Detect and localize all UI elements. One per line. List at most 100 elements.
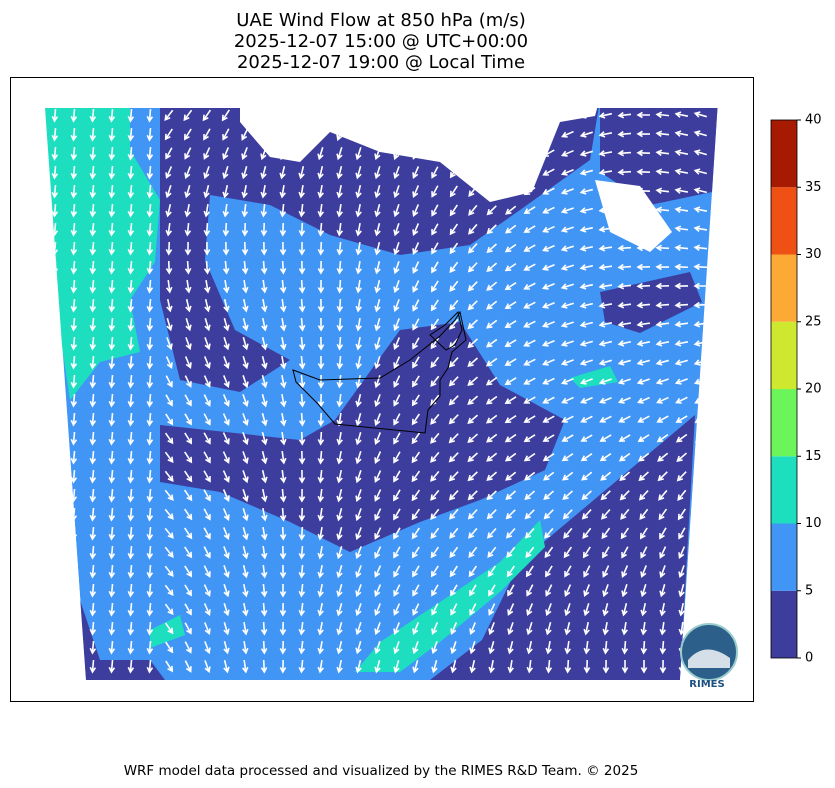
wind-arrow <box>242 659 249 674</box>
wind-arrow <box>317 602 324 617</box>
wind-arrow <box>507 584 515 597</box>
wind-arrow <box>659 621 667 636</box>
wind-arrow <box>619 490 630 501</box>
wind-arrow <box>336 128 343 142</box>
wind-arrow <box>580 453 593 462</box>
wind-arrow <box>70 336 78 351</box>
wind-arrow <box>223 546 230 560</box>
wind-arrow <box>203 565 211 578</box>
wind-arrow <box>505 490 517 501</box>
wind-arrow <box>317 507 324 522</box>
wind-arrow <box>617 225 632 233</box>
wind-arrow <box>336 165 343 180</box>
wind-arrow <box>580 434 593 442</box>
wind-arrow <box>467 319 478 330</box>
colorbar-bin <box>771 120 797 188</box>
wind-arrow <box>658 508 668 521</box>
wind-arrow <box>598 225 613 233</box>
wind-arrow <box>431 223 439 236</box>
wind-arrow <box>468 546 478 559</box>
wind-arrow <box>223 356 230 370</box>
wind-arrow <box>488 659 495 674</box>
wind-arrow <box>374 508 382 521</box>
wind-arrow <box>507 659 514 674</box>
wind-arrow <box>184 260 192 275</box>
colorbar-bin <box>771 590 797 658</box>
wind-arrow <box>51 336 59 351</box>
wind-arrow <box>657 471 668 482</box>
wind-arrow <box>298 336 306 351</box>
wind-arrow <box>336 298 344 313</box>
wind-arrow <box>637 396 650 404</box>
wind-arrow <box>355 489 362 503</box>
wind-arrow <box>448 357 459 368</box>
wind-arrow <box>374 260 381 275</box>
wind-arrow <box>51 393 59 408</box>
wind-arrow <box>51 564 59 579</box>
wind-arrow <box>523 320 536 328</box>
wind-arrow <box>598 359 612 366</box>
title-line: 2025-12-07 15:00 @ UTC+00:00 <box>234 31 528 52</box>
wind-arrow <box>89 279 97 294</box>
wind-arrow <box>545 622 552 636</box>
wind-arrow <box>146 526 154 541</box>
wind-arrow <box>279 184 286 199</box>
wind-arrow <box>488 584 496 597</box>
wind-arrow <box>674 263 689 271</box>
wind-arrow <box>317 374 325 389</box>
wind-arrow <box>203 470 211 483</box>
wind-arrow <box>183 489 193 502</box>
wind-arrow <box>507 640 514 655</box>
wind-arrow <box>412 622 420 636</box>
wind-arrow <box>127 602 135 617</box>
wind-arrow <box>279 640 287 655</box>
wind-arrow <box>617 378 631 385</box>
wind-arrow <box>431 261 439 274</box>
wind-arrow <box>621 640 629 655</box>
wind-arrow <box>579 169 594 176</box>
wind-arrow <box>504 358 517 366</box>
wind-arrow <box>279 109 287 122</box>
wind-arrow <box>430 413 440 425</box>
colorbar-bin <box>771 187 797 255</box>
wind-arrow <box>655 206 670 214</box>
wind-arrow <box>656 415 669 423</box>
wind-arrow <box>203 432 211 445</box>
wind-arrow <box>601 508 611 520</box>
wind-arrow <box>561 434 574 442</box>
wind-arrow <box>564 603 571 617</box>
wind-arrow <box>298 602 306 617</box>
wind-arrow <box>561 453 574 462</box>
wind-arrow <box>374 584 382 597</box>
wind-arrow <box>542 225 555 233</box>
wind-arrow <box>260 203 268 218</box>
wind-arrow <box>336 640 343 655</box>
wind-arrow <box>89 450 97 465</box>
wind-arrow <box>260 621 268 636</box>
wind-arrow <box>467 376 479 386</box>
wind-arrow <box>336 527 343 541</box>
wind-arrow <box>222 147 230 161</box>
wind-arrow <box>618 415 631 423</box>
wind-arrow <box>70 602 78 617</box>
wind-arrow <box>505 129 516 140</box>
wind-arrow <box>674 168 689 175</box>
wind-arrow <box>108 621 116 636</box>
wind-arrow <box>485 433 498 443</box>
wind-arrow <box>298 374 306 389</box>
wind-arrow <box>412 603 420 616</box>
wind-arrow <box>431 128 439 141</box>
wind-arrow <box>317 583 324 598</box>
wind-arrow <box>241 260 249 275</box>
wind-arrow <box>223 375 230 389</box>
wind-arrow <box>393 147 400 161</box>
wind-arrow <box>640 565 647 579</box>
wind-arrow <box>693 206 708 213</box>
wind-arrow <box>412 166 420 179</box>
wind-arrow <box>695 470 706 482</box>
wind-arrow <box>561 471 574 481</box>
wind-arrow <box>203 241 211 256</box>
wind-arrow <box>279 203 287 218</box>
wind-arrow <box>561 396 574 404</box>
wind-arrow <box>317 393 325 408</box>
